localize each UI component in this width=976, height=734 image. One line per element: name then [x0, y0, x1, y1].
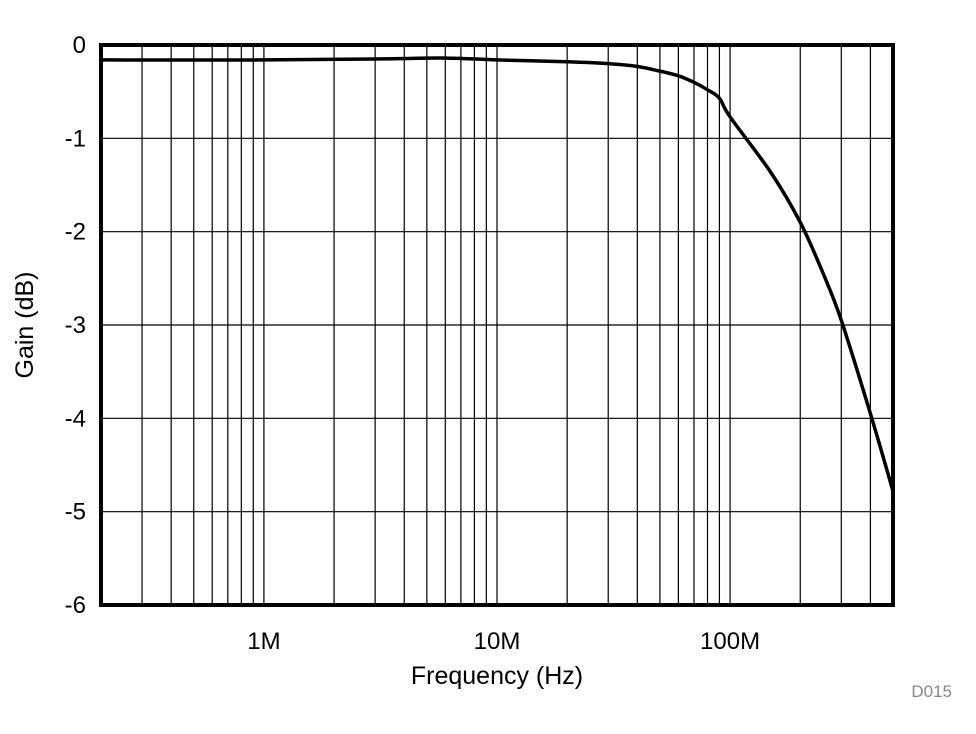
y-tick-label: -3	[65, 312, 86, 339]
y-tick-label: -2	[65, 219, 86, 246]
y-tick-label: -4	[65, 405, 86, 432]
y-tick-label: -1	[65, 125, 86, 152]
grid	[101, 44, 893, 606]
y-tick-label: -5	[65, 499, 86, 526]
x-tick-label: 100M	[700, 628, 760, 655]
x-axis-title: Frequency (Hz)	[411, 662, 583, 690]
figure-code: D015	[911, 682, 952, 701]
y-tick-labels: 0 -1 -2 -3 -4 -5 -6	[65, 32, 86, 619]
x-tick-labels: 1M 10M 100M	[247, 628, 760, 655]
plot-frame	[99, 43, 895, 607]
x-tick-label: 1M	[247, 628, 280, 655]
y-axis-title: Gain (dB)	[11, 272, 39, 379]
y-tick-label: -6	[65, 592, 86, 619]
y-tick-label: 0	[73, 32, 86, 59]
gain-series-line	[100, 56, 895, 492]
x-tick-label: 10M	[474, 628, 521, 655]
